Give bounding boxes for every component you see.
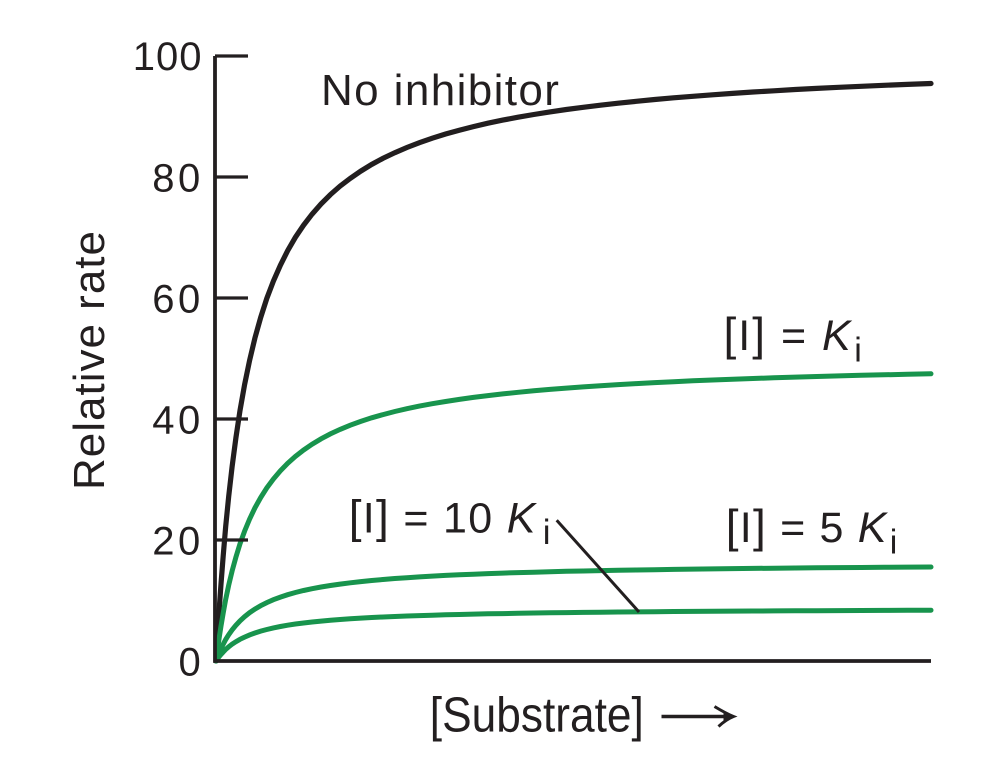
svg-text:60: 60	[152, 278, 203, 322]
svg-text:100: 100	[133, 35, 203, 79]
svg-text:80: 80	[152, 157, 203, 201]
svg-text:[Substrate]: [Substrate]	[430, 689, 644, 743]
svg-text:[I] = 5 Ki: [I] = 5 Ki	[726, 500, 899, 561]
svg-text:Relative rate: Relative rate	[65, 230, 114, 490]
svg-text:0: 0	[179, 641, 204, 685]
svg-text:40: 40	[152, 399, 203, 443]
svg-text:20: 20	[152, 520, 203, 564]
svg-text:[I] = Ki: [I] = Ki	[724, 308, 864, 369]
svg-text:[I] = 10 Ki: [I] = 10 Ki	[349, 491, 552, 552]
svg-text:No inhibitor: No inhibitor	[321, 66, 560, 115]
